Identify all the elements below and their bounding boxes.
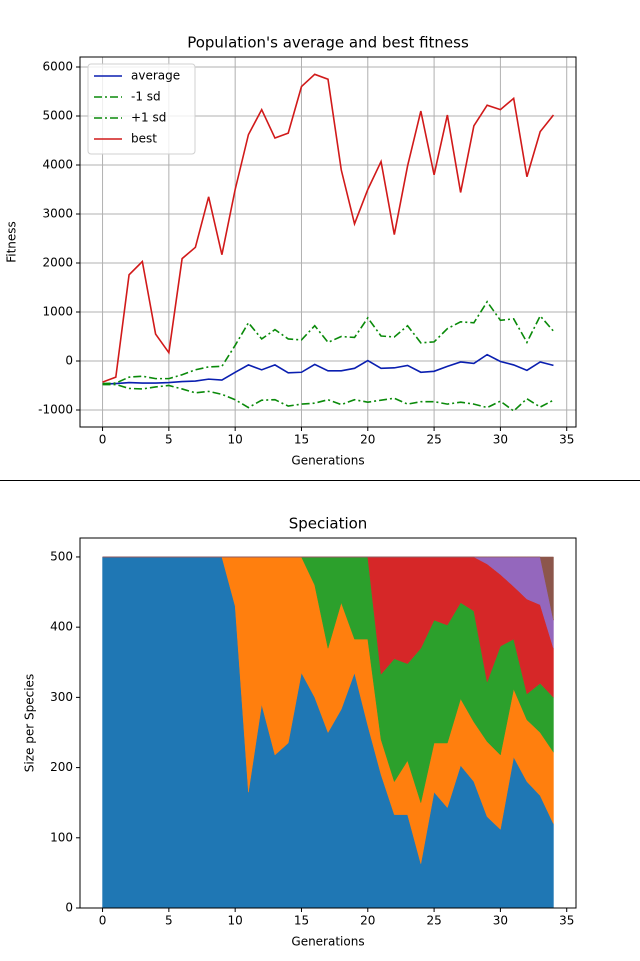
legend-label: best (131, 132, 157, 146)
line (102, 353, 554, 385)
area (102, 556, 554, 621)
x-tick-label: 15 (294, 914, 309, 928)
x-tick-label: 20 (360, 433, 375, 447)
plot-area (102, 73, 555, 413)
legend-box (87, 63, 196, 155)
y-tick-label: 200 (50, 760, 73, 774)
y-tick-label: 0 (65, 353, 73, 367)
x-axis-label: Generations (291, 454, 364, 468)
x-tick-label: 30 (493, 914, 508, 928)
chart-title: Population's average and best fitness (187, 34, 469, 52)
x-tick-label: 10 (228, 433, 243, 447)
y-tick-label: 500 (50, 549, 73, 563)
x-tick-label: 5 (165, 914, 173, 928)
y-axis-label: Size per Species (23, 674, 37, 772)
y-tick-label: 2000 (42, 255, 73, 269)
axes-frame (79, 56, 577, 428)
x-tick-label: 5 (165, 433, 173, 447)
y-tick-label: 0 (65, 901, 73, 915)
y-tick-label: 400 (50, 620, 73, 634)
x-tick-label: 15 (294, 433, 309, 447)
x-tick-label: 0 (99, 433, 107, 447)
axes-frame (79, 537, 577, 909)
chart: Speciation Generations Size per Species 0 5 1… (23, 515, 577, 949)
legend-label: average (131, 69, 180, 83)
x-tick-label: 0 (99, 914, 107, 928)
x-tick-label: 20 (360, 914, 375, 928)
y-tick-label: 1000 (42, 304, 73, 318)
legend-label: -1 sd (131, 90, 161, 104)
x-axis-label: Generations (291, 935, 364, 949)
chart: Population's average and best fitness Gen… (5, 34, 577, 468)
x-tick-label: 30 (493, 433, 508, 447)
line (102, 73, 555, 383)
x-tick-label: 25 (426, 433, 441, 447)
y-tick-label: 6000 (42, 59, 73, 73)
line (102, 383, 554, 413)
line (102, 300, 555, 385)
x-tick-label: 10 (228, 914, 243, 928)
y-tick-label: 3000 (42, 206, 73, 220)
y-tick-label: 4000 (42, 157, 73, 171)
x-tick-label: 35 (559, 433, 574, 447)
x-tick-label: 35 (559, 914, 574, 928)
legend-label: +1 sd (131, 111, 166, 125)
chart-title: Speciation (289, 515, 368, 533)
y-tick-label: 5000 (42, 108, 73, 122)
y-tick-label: -1000 (38, 402, 73, 416)
x-tick-label: 25 (426, 914, 441, 928)
y-tick-label: 100 (50, 830, 73, 844)
plot-area (102, 556, 554, 909)
y-axis-label: Fitness (5, 221, 19, 263)
y-tick-label: 300 (50, 690, 73, 704)
